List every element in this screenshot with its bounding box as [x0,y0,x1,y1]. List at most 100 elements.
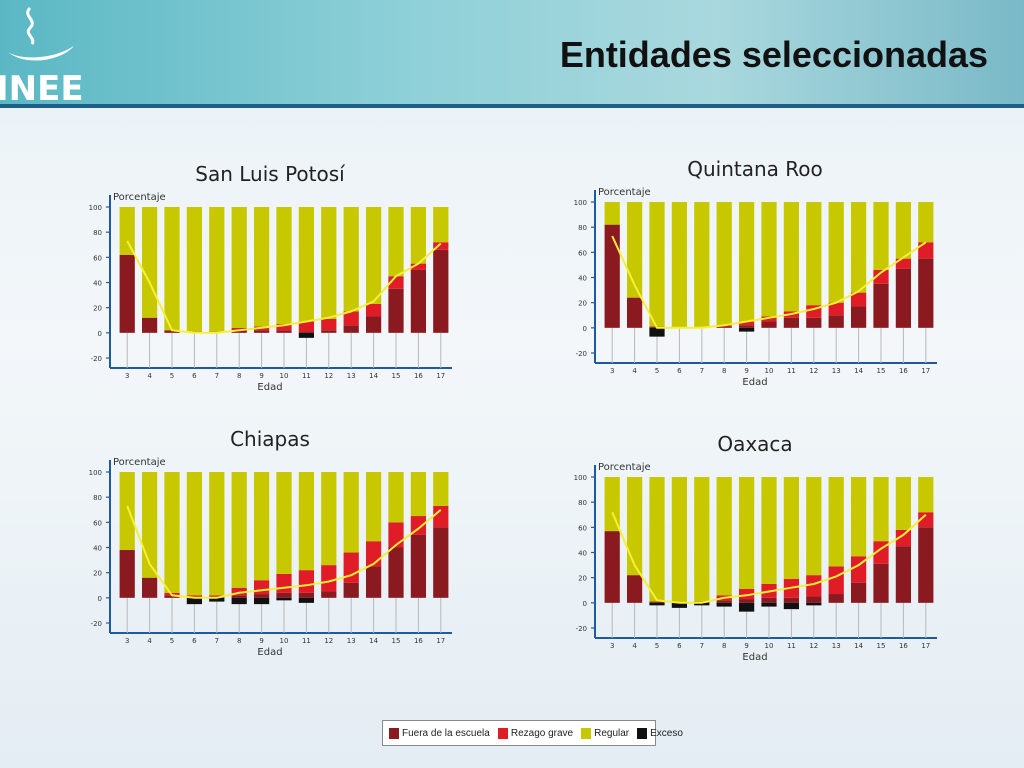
bar-regular [141,207,158,318]
bar-regular [119,472,135,551]
bar-fuera [761,321,777,328]
legend-label: Regular [594,727,630,739]
bar-rezago [738,321,755,326]
bar-regular [343,472,359,553]
bar-regular [433,472,449,506]
x-tick-label: 14 [369,372,378,380]
y-tick-label: 0 [583,600,587,608]
x-tick-label: 4 [147,372,152,380]
x-tick-label: 4 [147,637,152,645]
bar-fuera [253,594,270,598]
bar-rezago [738,588,755,600]
legend-swatch [389,727,399,739]
bar-fuera [276,592,292,598]
x-tick-label: 15 [392,637,401,645]
bar-regular [276,207,292,325]
bar-fuera [141,317,158,333]
bar-regular [388,207,404,277]
bar-rezago [231,327,247,331]
x-tick-label: 9 [259,372,263,380]
bar-rezago [410,263,427,270]
bar-fuera [783,317,800,328]
x-tick-label: 9 [259,637,263,645]
bar-regular [918,477,934,513]
bar-regular [738,202,755,322]
x-tick-label: 17 [921,642,930,650]
chart-svg: Quintana Roo Porcentaje -20 0 20 40 60 80 100 3 4 5… [574,157,937,388]
x-tick-label: 15 [877,642,886,650]
y-tick-label: 100 [574,199,587,207]
chart-svg: Chiapas Porcentaje -20 0 20 40 60 80 100 3 4 5 6 7 8 9 1… [89,427,452,658]
x-tick-label: 13 [832,367,841,375]
bar-regular [186,207,203,332]
bar-fuera [873,563,889,603]
header-bar: INEE Entidades seleccionadas [0,0,1024,104]
x-tick-label: 13 [347,637,356,645]
x-tick-label: 10 [765,642,774,650]
bar-regular [164,472,180,593]
bar-regular [738,477,755,589]
y-tick-label: 100 [89,469,102,477]
bar-fuera [761,597,777,603]
bar-regular [410,472,427,517]
bar-regular [895,202,912,259]
bar-rezago [918,512,934,528]
bar-rezago [276,573,292,593]
x-tick-label: 10 [765,367,774,375]
y-tick-label: -20 [576,350,587,358]
bar-regular [761,477,777,584]
x-tick-label: 14 [854,367,863,375]
bar-regular [918,202,934,243]
bar-fuera [895,546,912,603]
x-tick-label: 8 [722,367,726,375]
bar-fuera [365,316,382,333]
x-tick-label: 14 [369,637,378,645]
y-tick-label: 60 [93,254,102,262]
bar-regular [761,202,777,317]
x-tick-label: 13 [347,372,356,380]
bar-fuera [253,330,270,333]
x-tick-label: 3 [610,367,614,375]
bar-exceso [783,602,800,610]
header-divider [0,104,1024,108]
bar-regular [141,472,158,578]
bar-fuera [626,575,643,603]
bar-rezago [806,575,822,597]
bar-regular [365,472,382,542]
x-tick-label: 16 [899,367,908,375]
bar-rezago [895,258,912,269]
bar-fuera [716,600,732,603]
x-tick-label: 9 [744,642,748,650]
x-tick-label: 11 [302,372,311,380]
bar-fuera [141,577,158,598]
bar-fuera [410,269,427,333]
chart-quintana-roo: Quintana Roo Porcentaje -20 0 20 40 60 80 100 3 4 5… [565,150,945,390]
legend-label: Fuera de la escuela [402,727,490,739]
bar-regular [671,477,688,603]
bar-rezago [343,552,359,583]
bar-regular [626,477,643,576]
x-tick-label: 10 [280,637,289,645]
bar-regular [410,207,427,264]
x-tick-label: 5 [655,642,659,650]
bar-regular [253,472,270,581]
bar-rezago [343,311,359,326]
bar-regular [343,207,359,312]
x-tick-label: 12 [809,367,818,375]
bar-fuera [783,597,800,603]
bar-exceso [649,602,665,606]
x-tick-label: 6 [192,637,197,645]
bar-exceso [761,602,777,607]
bar-fuera [343,325,359,333]
x-tick-label: 14 [854,642,863,650]
bar-fuera [649,601,665,603]
y-tick-label: -20 [91,620,102,628]
bar-fuera [276,330,292,333]
legend-label: Exceso [650,727,683,739]
bar-exceso [649,327,665,337]
bar-fuera [716,326,732,328]
bar-regular [365,207,382,304]
svg-text:INEE: INEE [0,69,84,104]
x-tick-label: 10 [280,372,289,380]
y-tick-label: 100 [574,474,587,482]
